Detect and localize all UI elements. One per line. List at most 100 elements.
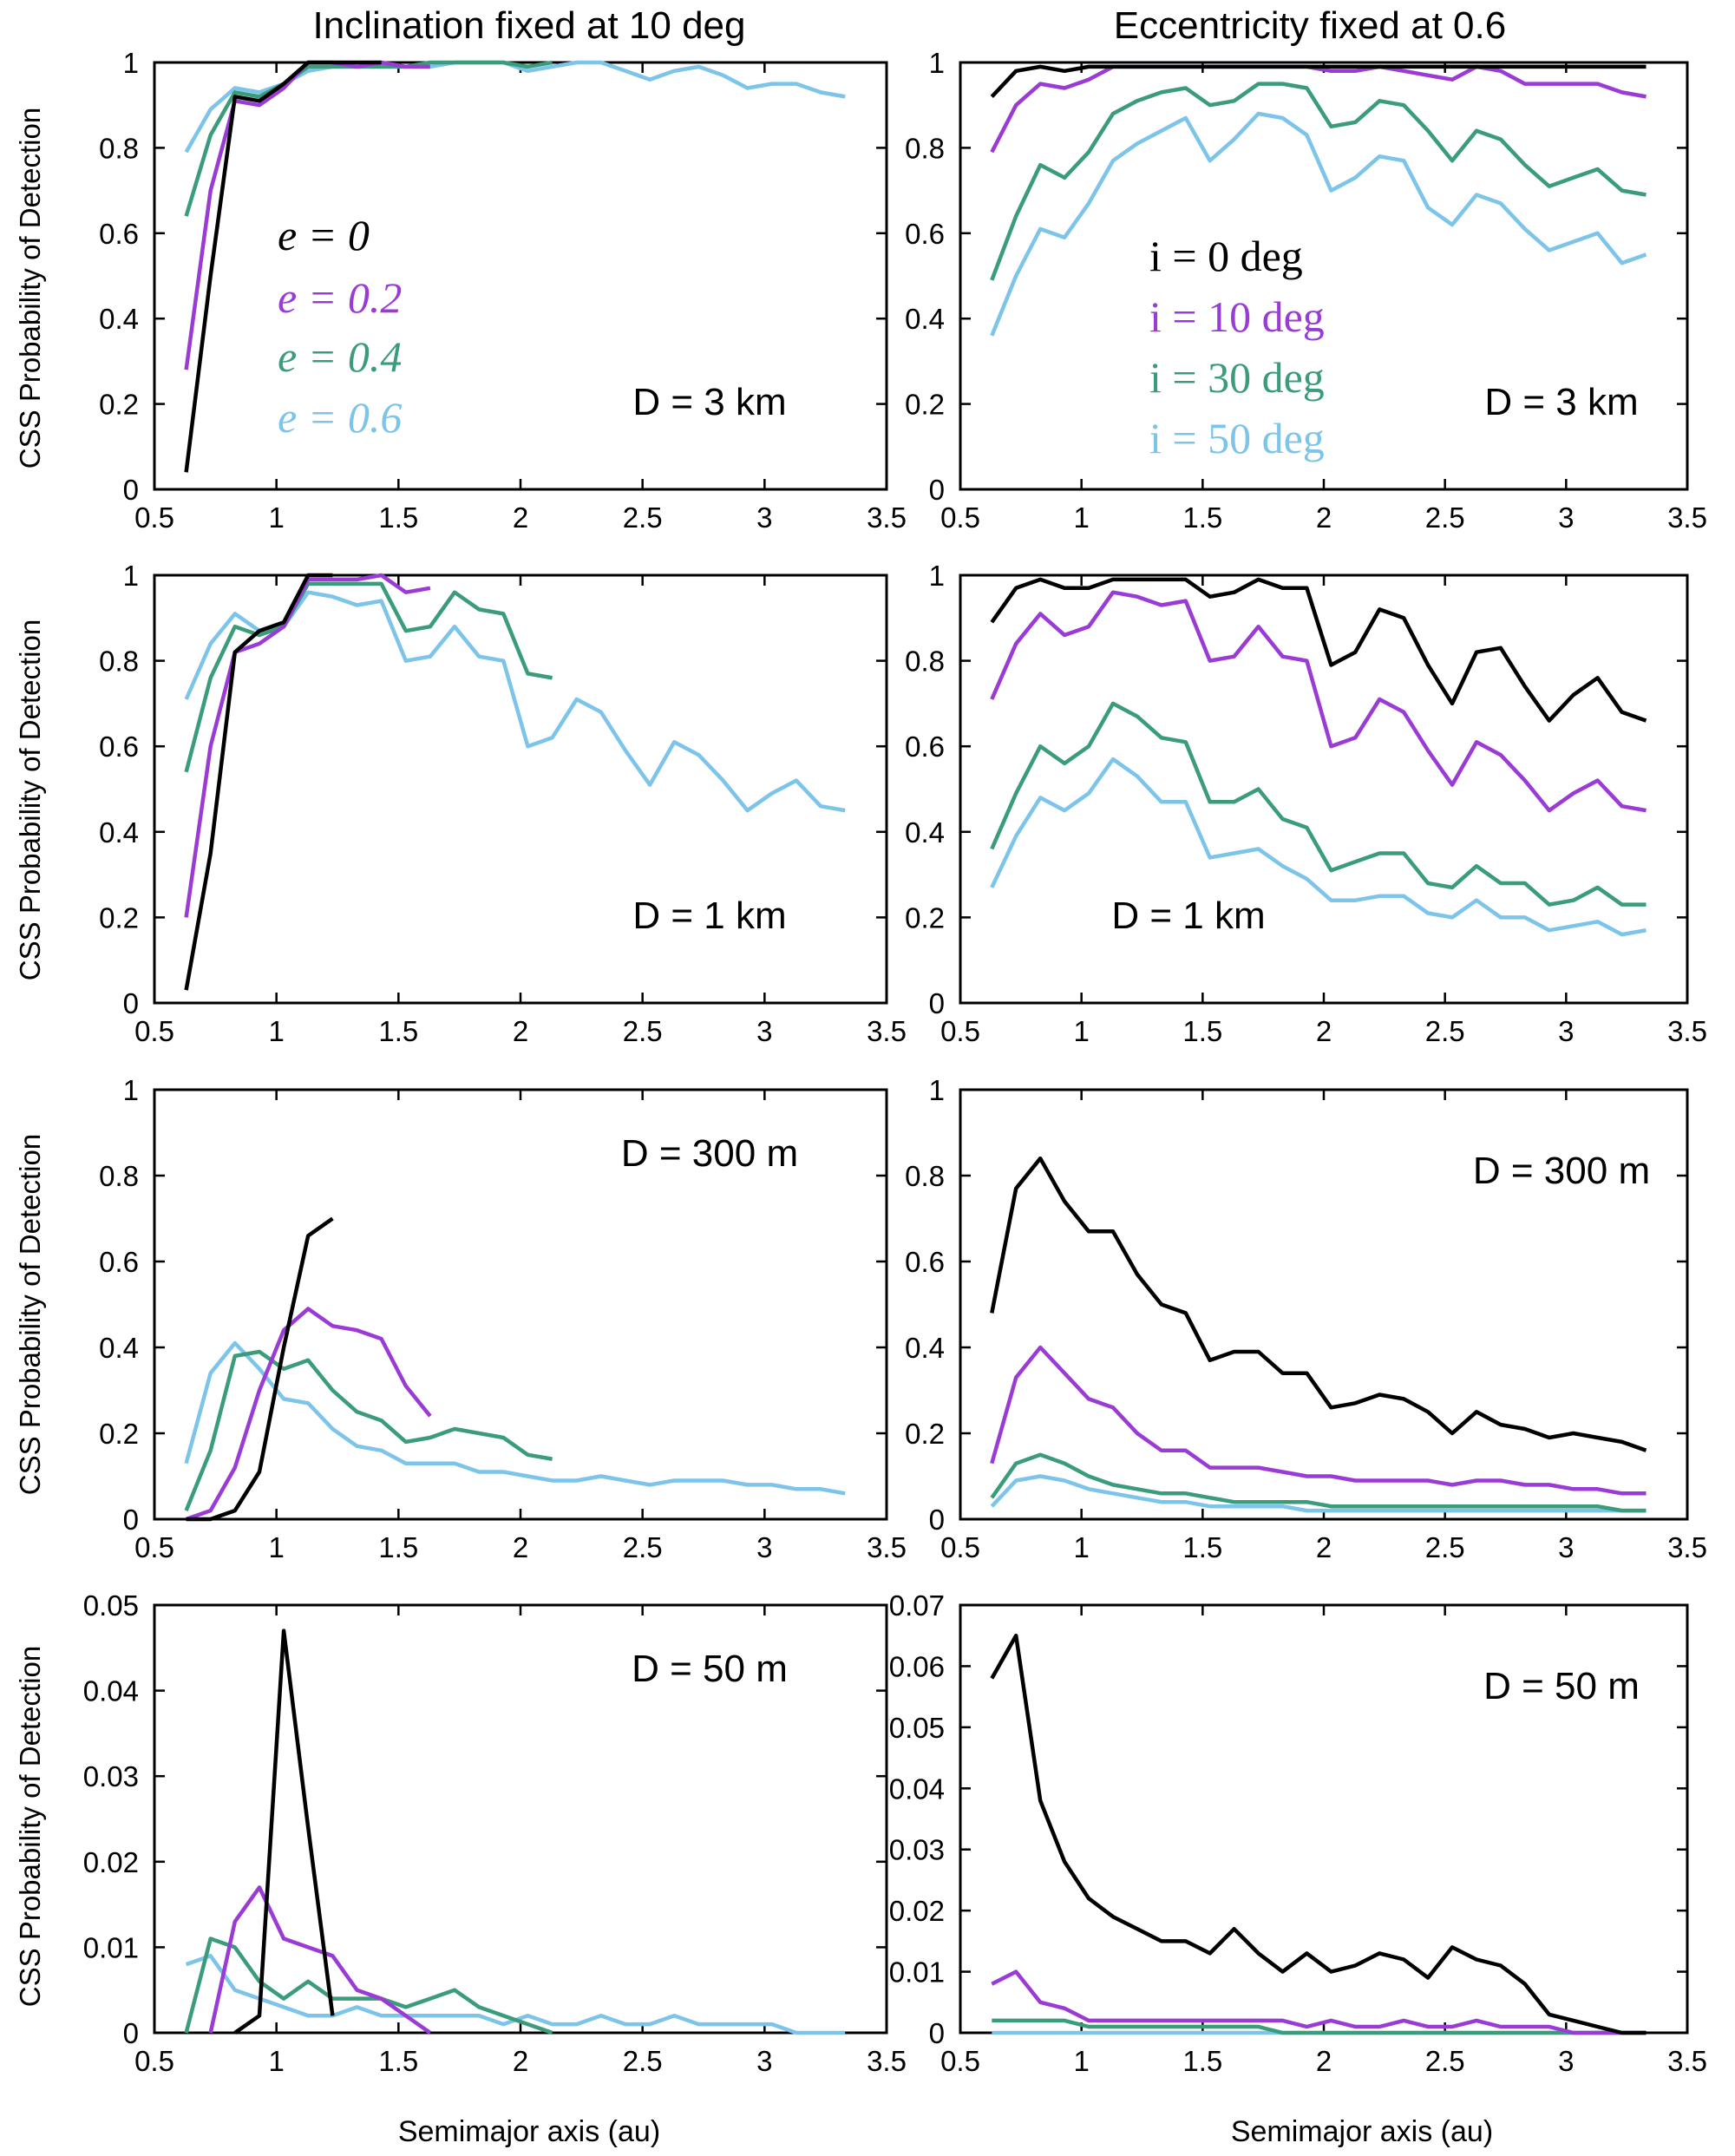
ylabel-row-3: CSS Probability of Detection	[14, 1134, 46, 1495]
y-tick-label: 0.01	[83, 1931, 139, 1963]
y-tick-label: 0.4	[905, 1332, 945, 1364]
y-tick-label: 1	[123, 47, 139, 79]
xlabel-right: Semimajor axis (au)	[1231, 2115, 1493, 2148]
series-line-i-0-deg	[990, 577, 1647, 723]
x-tick-label: 3	[756, 2045, 772, 2077]
series-line-i-10-deg	[990, 590, 1647, 813]
x-tick-label: 3.5	[867, 501, 907, 534]
legend-left-item-3: e = 0.6	[278, 393, 402, 442]
series-line-e-0-6	[184, 60, 846, 154]
series-line-i-50-deg	[990, 111, 1647, 337]
series-line-e-0-2	[208, 1885, 432, 2035]
y-tick-label: 0.8	[905, 645, 945, 678]
x-tick-label: 0.5	[940, 1531, 980, 1563]
legend-left-item-0: e = 0	[278, 211, 370, 259]
series-line-e-0	[186, 1216, 334, 1522]
y-tick-label: 0.8	[905, 1160, 945, 1192]
y-tick-label: 0.05	[83, 1589, 139, 1622]
series-line-e-0-4	[184, 581, 553, 773]
legend-right-item-1: i = 10 deg	[1149, 292, 1325, 341]
x-tick-label: 2.5	[1425, 1531, 1465, 1563]
x-tick-label: 3	[756, 1531, 772, 1563]
x-tick-label: 1.5	[1182, 1015, 1222, 1047]
y-tick-label: 0.02	[889, 1895, 945, 1927]
panel-left-4: 0.5 1 1.5 2 2.5 3 3.5 0 0.01 0.02 0.03 0.04 0.05 D = …	[83, 1589, 907, 2077]
y-tick-label: 0.8	[99, 645, 139, 678]
y-tick-label: 0.2	[905, 389, 945, 421]
ylabel-row-4: CSS Probability of Detection	[14, 1646, 46, 2007]
series-line-i-30-deg	[992, 2018, 1647, 2035]
y-tick-label: 0	[123, 1504, 139, 1536]
series-line-e-0-4	[184, 60, 553, 217]
y-tick-label: 1	[123, 560, 139, 592]
y-tick-label: 1	[929, 1074, 945, 1106]
x-tick-label: 2.5	[623, 1531, 663, 1563]
y-tick-label: 0.03	[83, 1760, 139, 1792]
y-tick-label: 0	[929, 987, 945, 1019]
y-tick-label: 0.04	[889, 1773, 945, 1805]
x-tick-label: 2	[1316, 1531, 1332, 1563]
legend-left-item-1: e = 0.2	[278, 273, 402, 322]
x-tick-label: 1.5	[1182, 2045, 1222, 2077]
y-tick-label: 0	[123, 474, 139, 506]
x-tick-label: 1	[1073, 1531, 1089, 1563]
x-tick-label: 2	[513, 1531, 528, 1563]
x-tick-label: 2	[513, 2045, 528, 2077]
y-tick-label: 0	[929, 474, 945, 506]
panel-right-2: 0.5 1 1.5 2 2.5 3 3.5 0 0.2 0.4 0.6 0.8 1 D = 1 km	[905, 560, 1707, 1047]
x-tick-label: 0.5	[940, 1015, 980, 1047]
x-tick-label: 0.5	[940, 2045, 980, 2077]
y-tick-label: 1	[123, 1074, 139, 1106]
x-tick-label: 3	[1558, 501, 1574, 534]
x-tick-label: 1.5	[378, 501, 418, 534]
panel-annotation: D = 50 m	[1483, 1665, 1640, 1707]
x-tick-label: 3.5	[1667, 1015, 1707, 1047]
x-tick-label: 3.5	[867, 1015, 907, 1047]
series-line-e-0-4	[184, 1936, 553, 2035]
x-tick-label: 3.5	[867, 2045, 907, 2077]
panel-annotation: D = 3 km	[1484, 381, 1638, 423]
legend-left: e = 0 e = 0.2 e = 0.4 e = 0.6	[278, 211, 402, 442]
panels-container: 0.5 1 1.5 2 2.5 3 3.5 0 0.2 0.4 0.6 0.8 1 D = 3 km 0.5…	[83, 47, 1707, 2077]
y-tick-label: 0.06	[889, 1650, 945, 1682]
series-line-e-0-2	[185, 1307, 432, 1522]
y-tick-label: 0.4	[905, 303, 945, 335]
x-tick-label: 3	[1558, 1015, 1574, 1047]
x-tick-label: 3	[756, 1015, 772, 1047]
y-tick-label: 0.8	[99, 132, 139, 164]
y-tick-label: 0.2	[99, 389, 139, 421]
col-title-right: Eccentricity fixed at 0.6	[1114, 4, 1506, 47]
series-line-e-0	[233, 1628, 335, 2035]
y-tick-label: 0.05	[889, 1712, 945, 1744]
x-tick-label: 2.5	[623, 501, 663, 534]
x-tick-label: 2	[1316, 501, 1332, 534]
x-tick-label: 3.5	[1667, 1531, 1707, 1563]
legend-right-item-0: i = 0 deg	[1149, 232, 1303, 280]
series-line-i-30-deg	[990, 82, 1647, 281]
panel-annotation: D = 1 km	[632, 895, 786, 937]
legend-left-item-2: e = 0.4	[278, 332, 402, 381]
x-tick-label: 2.5	[1425, 501, 1465, 534]
x-tick-label: 2.5	[623, 1015, 663, 1047]
panel-annotation: D = 3 km	[632, 381, 786, 423]
y-tick-label: 1	[929, 560, 945, 592]
x-tick-label: 1.5	[378, 1531, 418, 1563]
x-tick-label: 2.5	[1425, 2045, 1465, 2077]
y-tick-label: 0	[929, 1504, 945, 1536]
panel-right-3: 0.5 1 1.5 2 2.5 3 3.5 0 0.2 0.4 0.6 0.8 1 D = 300 m	[905, 1074, 1707, 1563]
x-tick-label: 2	[1316, 1015, 1332, 1047]
y-tick-label: 0.6	[905, 1246, 945, 1278]
y-tick-label: 0	[929, 2017, 945, 2049]
x-tick-label: 1	[268, 2045, 284, 2077]
y-tick-label: 0.02	[83, 1846, 139, 1878]
series-line-e-0-2	[184, 573, 431, 918]
x-tick-label: 3.5	[1667, 2045, 1707, 2077]
y-tick-label: 0.2	[905, 901, 945, 934]
series-line-i-10-deg	[991, 1969, 1647, 2035]
series-line-e-0-6	[184, 1340, 846, 1496]
y-tick-label: 0.04	[83, 1675, 139, 1707]
x-tick-label: 1.5	[378, 2045, 418, 2077]
x-tick-label: 0.5	[134, 1531, 174, 1563]
series-line-e-0	[184, 573, 333, 991]
